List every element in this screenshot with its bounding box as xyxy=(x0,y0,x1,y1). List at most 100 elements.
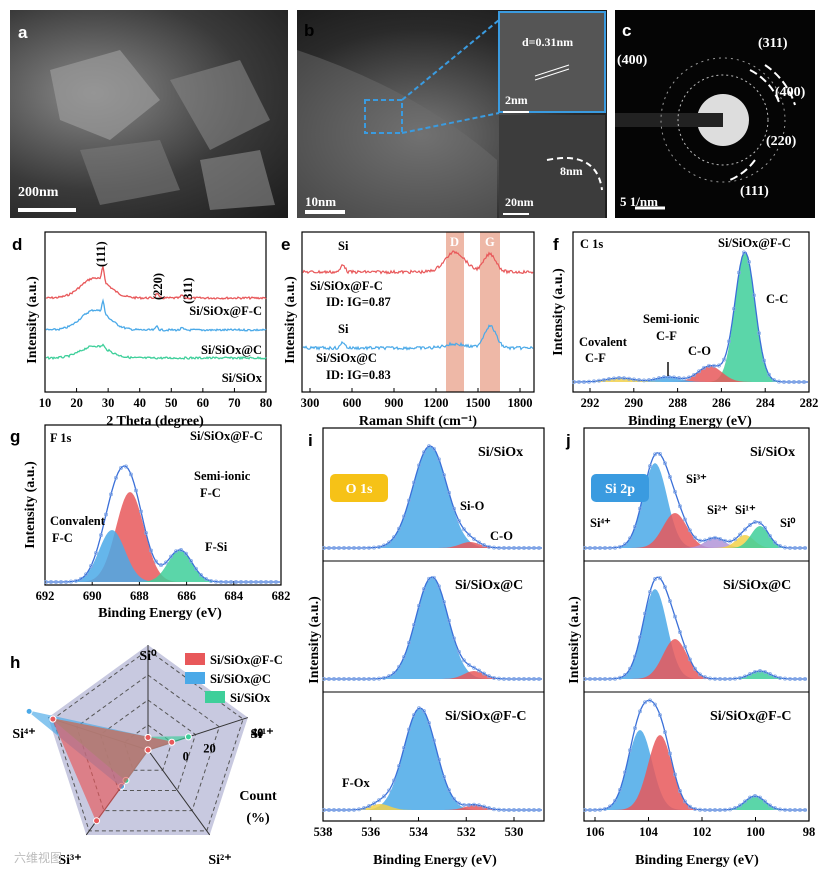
si2p-row3-envelope-point xyxy=(753,794,757,798)
xrd-tick-label: 30 xyxy=(102,396,115,410)
si2p-row1-envelope-point xyxy=(743,527,747,532)
si2p-sample-3: Si/SiOx@F-C xyxy=(710,709,791,724)
si2p-row3-envelope-point xyxy=(658,713,662,718)
f1s-frame xyxy=(44,424,282,586)
o1s-row3-envelope-point xyxy=(382,794,386,799)
c1s-envelope-point xyxy=(612,376,616,381)
si2p-row2-envelope-point xyxy=(773,674,777,679)
si2p-xlabel: Binding Energy (eV) xyxy=(635,853,759,868)
si2p-row3-envelope-point xyxy=(713,808,717,812)
c1s-envelope-point xyxy=(592,379,596,384)
o1s-row3-envelope-point xyxy=(497,807,501,812)
o1s-row1-envelope-point xyxy=(442,473,446,478)
si2p-row1-envelope-point xyxy=(748,523,752,527)
raman-ylabel: Intensity (a.u.) xyxy=(283,276,298,364)
si2p-row1-envelope-point xyxy=(588,546,592,550)
f1s-label-fc1: F-C xyxy=(200,486,221,500)
o1s-row2-envelope-point xyxy=(347,677,351,681)
f1s-envelope-point xyxy=(264,580,268,584)
f1s-envelope-point xyxy=(209,578,213,583)
c1s-envelope-point xyxy=(672,375,676,380)
si2p-row3-envelope xyxy=(585,699,807,811)
si2p-row1-envelope-point xyxy=(718,536,722,541)
panel-label-e: e xyxy=(281,235,290,254)
o1s-row2-envelope-point xyxy=(327,677,331,681)
radar-body: 0 20 40 xyxy=(25,645,263,836)
o1s-row2-envelope-point xyxy=(502,676,506,681)
si2p-row1-envelope-point xyxy=(653,452,657,457)
si2p-row1-envelope-point xyxy=(708,536,712,541)
o1s-row1-envelope-point xyxy=(357,546,361,550)
si2p-row3-envelope-point xyxy=(583,808,587,812)
o1s-row3-envelope-point xyxy=(457,801,461,806)
o1s-row3-envelope-point xyxy=(472,802,476,807)
si2p-row3-envelope-point xyxy=(678,789,682,793)
si2p-row1-envelope-point xyxy=(738,532,742,537)
o1s-row1-envelope-point xyxy=(467,532,471,537)
xrd-xlabel: 2 Theta (degree) xyxy=(106,414,204,429)
f1s-peaks xyxy=(44,464,280,584)
o1s-row3-envelope-point xyxy=(492,807,496,812)
f1s-envelope-point xyxy=(234,580,238,584)
radar-legend-bare: Si/SiOx xyxy=(230,691,271,705)
o1s-row3-envelope-point xyxy=(332,808,336,812)
si2p-row2-envelope-point xyxy=(713,676,717,681)
f1s-envelope-point xyxy=(144,530,148,535)
panel-label-i: i xyxy=(308,431,313,450)
f1s-tick-label: 684 xyxy=(224,589,244,603)
o1s-row2-envelope-point xyxy=(522,677,526,681)
o1s-row1-envelope-point xyxy=(342,546,346,550)
f1s-label-fsi: F-Si xyxy=(205,540,228,554)
o1s-row3-envelope-point xyxy=(487,806,491,811)
o1s-row2-envelope-point xyxy=(362,677,366,681)
f1s-envelope-point xyxy=(254,580,258,584)
si2p-tick-label: 100 xyxy=(746,825,765,839)
o1s-row2-envelope-point xyxy=(372,676,376,681)
si2p-row2-envelope-point xyxy=(628,666,632,671)
o1s-row2-envelope-point xyxy=(537,677,541,681)
si2p-row3-envelope-point xyxy=(733,806,737,811)
o1s-row1-envelope-point xyxy=(487,544,491,549)
c1s-envelope-point xyxy=(682,376,686,381)
o1s-row2-envelope-point xyxy=(467,662,471,667)
si2p-row2-envelope-point xyxy=(698,672,702,677)
o1s-row3-envelope-point xyxy=(522,808,526,812)
f1s-envelope-point xyxy=(84,572,88,577)
ring-400-right: (400) xyxy=(775,85,806,100)
sem-texture xyxy=(18,50,275,212)
raman-ratio-bot: ID: IG=0.83 xyxy=(326,368,391,382)
o1s-row3-envelope-point xyxy=(502,807,506,812)
inset-scale-low: 20nm xyxy=(505,195,534,209)
c1s-envelope-point xyxy=(802,380,806,384)
f1s-envelope-point xyxy=(54,580,58,584)
o1s-row2-envelope-point xyxy=(442,599,446,604)
o1s-row2-envelope-point xyxy=(332,677,336,681)
raman-name-bot: Si/SiOx@C xyxy=(316,351,377,365)
o1s-row1-envelope-point xyxy=(327,546,331,550)
o1s-row1-envelope-point xyxy=(332,546,336,550)
si2p-tick-label: 106 xyxy=(586,825,605,839)
si2p-row3-envelope-point xyxy=(643,700,647,705)
si2p-row1-envelope-point xyxy=(768,533,772,538)
o1s-row1-peak1 xyxy=(324,446,543,548)
si2p-row2-peak1 xyxy=(585,589,808,679)
o1s-row2-envelope-point xyxy=(342,677,346,681)
raman-tick-label: 1200 xyxy=(424,396,449,410)
f1s-tick-label: 692 xyxy=(36,589,55,603)
si2p-row2-envelope-point xyxy=(788,676,792,681)
si2p-row2-envelope-point xyxy=(638,635,642,640)
o1s-row2-envelope-point xyxy=(382,675,386,680)
si2p-row2-envelope-point xyxy=(663,585,667,590)
si2p-row1-envelope-point xyxy=(628,536,632,541)
si2p-row2-envelope-point xyxy=(798,677,802,681)
c1s-label-cf2: C-F xyxy=(656,329,677,343)
si2p-row2-envelope-point xyxy=(738,675,742,680)
xrd-tick-label: 70 xyxy=(228,396,241,410)
f1s-envelope-point xyxy=(44,580,48,584)
si2p-row1-peak1 xyxy=(585,463,808,548)
f1s-xticks: 692 690 688 686 684 682 xyxy=(36,581,290,603)
si2p-row1-envelope-point xyxy=(698,538,702,543)
xrd-peak-311: (311) xyxy=(181,278,195,304)
o1s-row2-envelope-point xyxy=(402,654,406,659)
o1s-row3-envelope-point xyxy=(447,788,451,793)
